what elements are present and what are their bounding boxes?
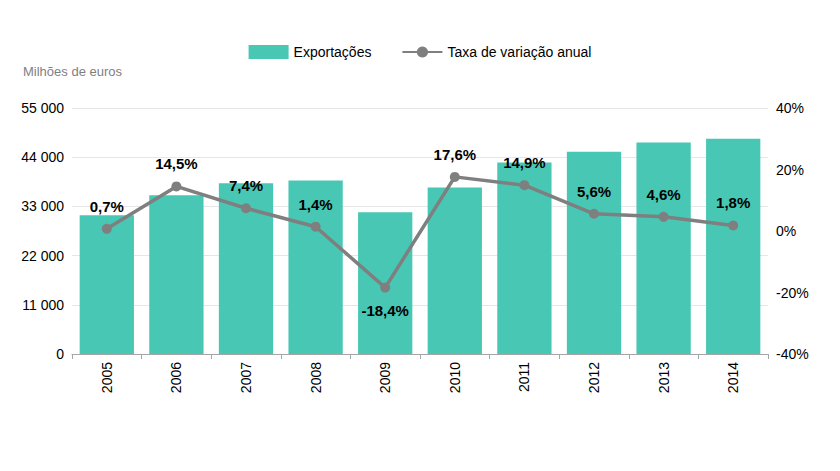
svg-text:Milhões de euros: Milhões de euros bbox=[23, 64, 122, 79]
svg-text:2013: 2013 bbox=[656, 362, 672, 393]
svg-text:40%: 40% bbox=[776, 100, 804, 116]
svg-text:1,8%: 1,8% bbox=[716, 194, 750, 211]
svg-text:55 000: 55 000 bbox=[21, 100, 64, 116]
svg-text:0%: 0% bbox=[776, 223, 796, 239]
svg-text:14,9%: 14,9% bbox=[503, 154, 546, 171]
svg-text:2005: 2005 bbox=[99, 362, 115, 393]
svg-text:2007: 2007 bbox=[238, 362, 254, 393]
svg-text:2014: 2014 bbox=[725, 362, 741, 393]
svg-text:2006: 2006 bbox=[168, 362, 184, 393]
svg-text:-40%: -40% bbox=[776, 346, 809, 362]
svg-text:20%: 20% bbox=[776, 162, 804, 178]
svg-text:22 000: 22 000 bbox=[21, 248, 64, 264]
svg-text:2010: 2010 bbox=[447, 362, 463, 393]
svg-text:14,5%: 14,5% bbox=[155, 155, 198, 172]
svg-text:-18,4%: -18,4% bbox=[361, 302, 409, 319]
svg-text:0: 0 bbox=[56, 346, 64, 362]
svg-text:Taxa de variação anual: Taxa de variação anual bbox=[447, 44, 591, 60]
svg-text:44 000: 44 000 bbox=[21, 149, 64, 165]
svg-text:11 000: 11 000 bbox=[22, 297, 64, 313]
svg-text:2012: 2012 bbox=[586, 362, 602, 393]
svg-text:33 000: 33 000 bbox=[21, 198, 64, 214]
svg-text:17,6%: 17,6% bbox=[434, 146, 477, 163]
svg-text:0,7%: 0,7% bbox=[90, 198, 124, 215]
svg-text:1,4%: 1,4% bbox=[298, 196, 332, 213]
svg-text:4,6%: 4,6% bbox=[646, 186, 680, 203]
svg-text:7,4%: 7,4% bbox=[229, 177, 263, 194]
svg-text:5,6%: 5,6% bbox=[577, 183, 611, 200]
svg-text:2011: 2011 bbox=[516, 362, 532, 392]
svg-text:2008: 2008 bbox=[308, 362, 324, 393]
svg-text:-20%: -20% bbox=[776, 285, 809, 301]
svg-text:2009: 2009 bbox=[377, 362, 393, 393]
svg-text:Exportações: Exportações bbox=[294, 44, 372, 60]
